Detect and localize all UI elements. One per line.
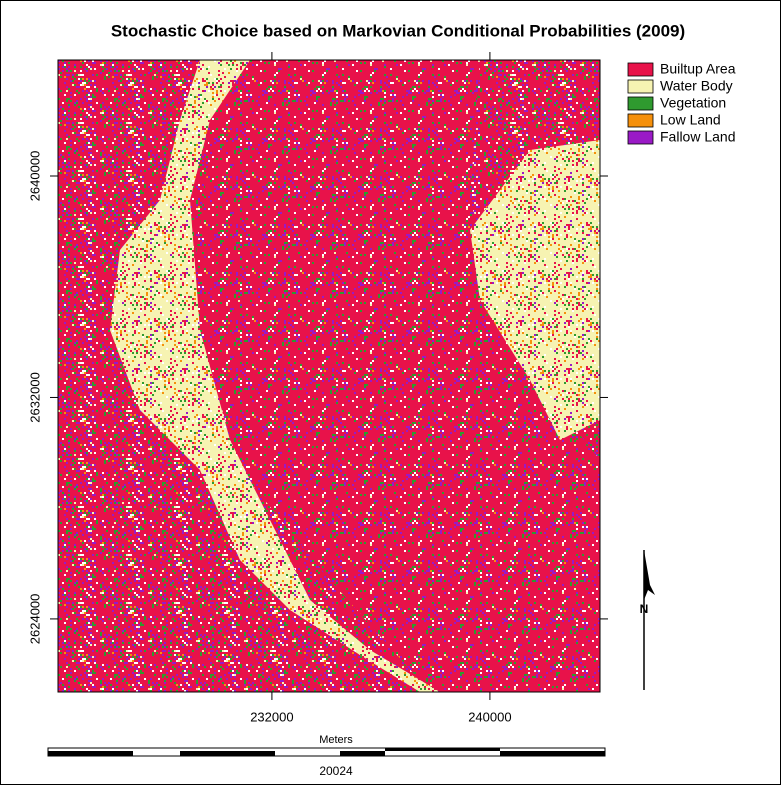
- scale-length: 20024: [319, 764, 353, 778]
- map-frame: [57, 59, 601, 693]
- scale-segment: [180, 751, 275, 756]
- y-tick-label: 2632000: [27, 372, 42, 423]
- legend-label: Builtup Area: [660, 61, 736, 77]
- y-tick-label: 2640000: [27, 151, 42, 202]
- legend-swatch: [627, 96, 654, 111]
- north-arrow-head: [644, 550, 655, 600]
- legend-label: Water Body: [660, 78, 733, 94]
- legend-label: Fallow Land: [660, 129, 736, 145]
- x-tick-label: 240000: [468, 709, 511, 724]
- scale-segment: [48, 751, 133, 756]
- legend-label: Low Land: [660, 112, 721, 128]
- axes: 2640000 2632000 2624000 232000 240000: [27, 52, 608, 724]
- legend-label: Vegetation: [660, 95, 726, 111]
- raster-water: [110, 60, 440, 692]
- scale-bar: Meters 20024: [47, 734, 606, 778]
- raster-urban: [190, 60, 600, 692]
- north-label: N: [640, 602, 649, 616]
- legend-swatch: [627, 79, 654, 94]
- legend-swatch: [627, 130, 654, 145]
- scale-segment: [500, 751, 605, 756]
- legend-swatch: [627, 113, 654, 128]
- map-title: Stochastic Choice based on Markovian Con…: [111, 21, 685, 40]
- scale-unit: Meters: [319, 734, 353, 746]
- scale-segment: [385, 748, 500, 751]
- raster-water: [470, 140, 600, 440]
- legend-swatch: [627, 62, 654, 77]
- north-arrow: N: [640, 550, 655, 690]
- scale-segment: [340, 751, 385, 756]
- y-tick-label: 2624000: [27, 594, 42, 645]
- land-cover-raster: [58, 60, 600, 692]
- x-tick-label: 232000: [250, 709, 293, 724]
